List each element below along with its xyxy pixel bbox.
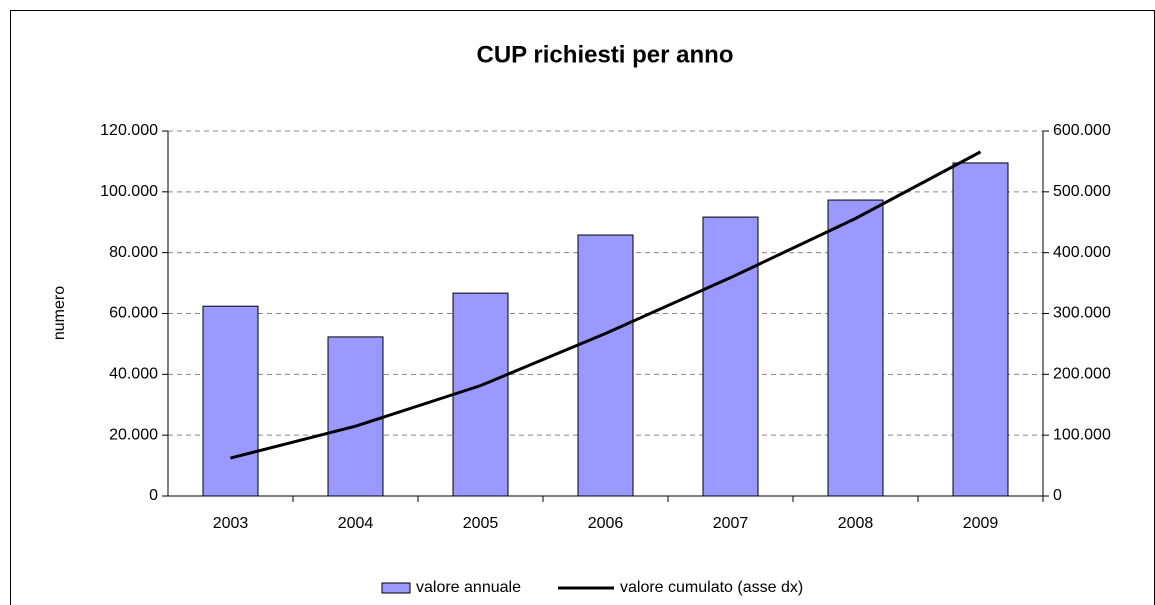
bar	[327, 336, 384, 497]
y-tick-label: 0	[149, 487, 158, 504]
bar	[202, 305, 259, 497]
line	[230, 150, 982, 460]
y2-tick-label: 0	[1053, 487, 1062, 504]
bar	[702, 216, 759, 497]
y2-tick-label: 200.000	[1053, 366, 1111, 383]
y2-tick-label: 600.000	[1053, 122, 1111, 139]
legend-label: valore annuale	[416, 579, 521, 596]
bar	[452, 292, 509, 497]
y-tick-label: 40.000	[109, 366, 158, 383]
bar	[952, 162, 1009, 497]
y-tick-label: 60.000	[109, 305, 158, 322]
y-tick-label: 20.000	[109, 426, 158, 443]
legend-swatch	[381, 582, 411, 594]
y2-tick-label: 300.000	[1053, 305, 1111, 322]
y-axis-label: numero	[51, 286, 68, 340]
y-tick-label: 120.000	[100, 122, 158, 139]
bar	[577, 234, 634, 497]
chart-title: CUP richiesti per anno	[477, 41, 734, 68]
x-tick-label: 2003	[213, 515, 249, 532]
x-tick-label: 2006	[588, 515, 624, 532]
y2-tick-label: 100.000	[1053, 426, 1111, 443]
x-tick-label: 2007	[713, 515, 749, 532]
x-tick-label: 2008	[838, 515, 874, 532]
y2-tick-label: 500.000	[1053, 183, 1111, 200]
y2-tick-label: 400.000	[1053, 244, 1111, 261]
bar	[827, 199, 884, 497]
x-tick-label: 2005	[463, 515, 499, 532]
x-tick-label: 2009	[963, 515, 999, 532]
y-tick-label: 100.000	[100, 183, 158, 200]
legend-label: valore cumulato (asse dx)	[620, 579, 803, 596]
y-tick-label: 80.000	[109, 244, 158, 261]
x-tick-label: 2004	[338, 515, 374, 532]
